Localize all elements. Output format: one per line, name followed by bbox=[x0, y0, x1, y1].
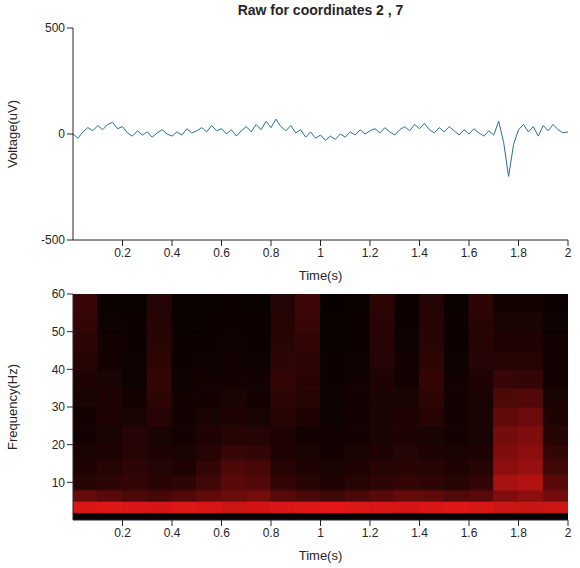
svg-text:1: 1 bbox=[317, 526, 324, 540]
svg-text:1.8: 1.8 bbox=[510, 526, 527, 540]
html-text:Raw for coordinates 2 , 7: Raw for coordinates 2 , 7 bbox=[237, 2, 404, 18]
svg-text:Frequency(Hz): Frequency(Hz) bbox=[5, 364, 20, 450]
svg-text:0.2: 0.2 bbox=[114, 246, 131, 260]
svg-text:-500: -500 bbox=[41, 233, 65, 247]
svg-text:30: 30 bbox=[52, 400, 66, 414]
svg-text:0.4: 0.4 bbox=[164, 246, 181, 260]
svg-text:1.2: 1.2 bbox=[362, 526, 379, 540]
svg-text:1.6: 1.6 bbox=[461, 526, 478, 540]
svg-text:0.2: 0.2 bbox=[114, 526, 131, 540]
svg-text:60: 60 bbox=[52, 287, 66, 301]
svg-text:1.4: 1.4 bbox=[411, 526, 428, 540]
svg-text:1.2: 1.2 bbox=[362, 246, 379, 260]
svg-text:0.8: 0.8 bbox=[263, 246, 280, 260]
svg-text:10: 10 bbox=[52, 476, 66, 490]
svg-text:Voltage(uV): Voltage(uV) bbox=[5, 100, 20, 168]
svg-text:0.6: 0.6 bbox=[213, 526, 230, 540]
svg-text:1.4: 1.4 bbox=[411, 246, 428, 260]
svg-text:2: 2 bbox=[565, 246, 572, 260]
svg-text:500: 500 bbox=[45, 22, 65, 35]
svg-text:Time(s): Time(s) bbox=[299, 268, 343, 283]
svg-text:1.8: 1.8 bbox=[510, 246, 527, 260]
svg-text:1: 1 bbox=[317, 246, 324, 260]
svg-text:0.6: 0.6 bbox=[213, 246, 230, 260]
svg-text:40: 40 bbox=[52, 363, 66, 377]
svg-text:20: 20 bbox=[52, 438, 66, 452]
svg-text:50: 50 bbox=[52, 325, 66, 339]
svg-text:0: 0 bbox=[58, 127, 65, 141]
svg-text:0.8: 0.8 bbox=[263, 526, 280, 540]
svg-text:0.4: 0.4 bbox=[164, 526, 181, 540]
svg-text:1.6: 1.6 bbox=[461, 246, 478, 260]
svg-text:2: 2 bbox=[565, 526, 572, 540]
svg-text:Time(s): Time(s) bbox=[299, 548, 343, 563]
